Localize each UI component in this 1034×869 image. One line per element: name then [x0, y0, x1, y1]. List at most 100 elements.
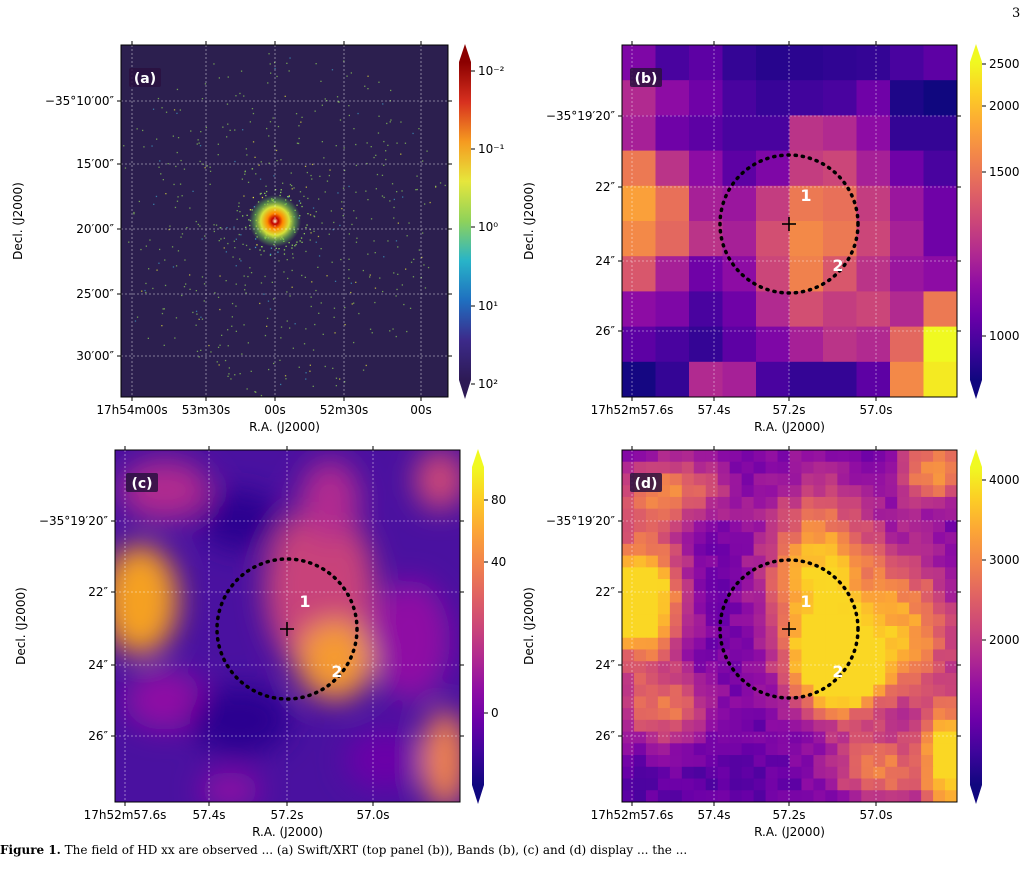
pixel — [945, 543, 957, 557]
pixel — [689, 115, 723, 152]
pixel — [923, 150, 957, 187]
speckle — [422, 232, 424, 234]
speckle — [213, 224, 215, 226]
speckle — [296, 241, 298, 243]
pixel — [890, 45, 924, 81]
pixel — [885, 672, 898, 686]
speckle — [305, 186, 307, 188]
pixel — [890, 185, 924, 222]
pixel — [681, 461, 695, 474]
pixel — [669, 579, 683, 592]
pixel — [622, 291, 656, 328]
speckle — [142, 129, 144, 132]
pixel — [897, 708, 910, 721]
pixel — [825, 450, 838, 463]
speckle — [412, 132, 414, 135]
speckle — [239, 92, 241, 95]
pixel — [777, 567, 790, 580]
pixel — [813, 532, 826, 545]
pixel — [813, 579, 826, 592]
speckle — [321, 222, 323, 224]
pixel — [909, 496, 922, 510]
pixel — [729, 543, 743, 557]
speckle — [176, 151, 178, 154]
speckle — [373, 156, 375, 159]
speckle — [383, 256, 385, 258]
speckle — [312, 385, 314, 387]
c-xlabel: R.A. (J2000) — [252, 825, 323, 839]
speckle — [341, 201, 343, 203]
pixel — [645, 461, 659, 474]
pixel — [856, 185, 891, 222]
pixel — [622, 532, 635, 545]
speckle — [114, 188, 115, 189]
pixel — [657, 461, 671, 474]
pixel — [909, 543, 922, 557]
pixel — [705, 520, 719, 533]
pixel — [861, 602, 874, 615]
pixel — [741, 602, 755, 615]
speckle — [140, 248, 142, 251]
speckle — [209, 170, 212, 172]
pixel — [856, 221, 891, 257]
pixel — [861, 766, 874, 780]
pixel — [765, 790, 779, 802]
page-number: 3 — [1012, 6, 1021, 21]
pixel — [909, 473, 922, 486]
pixel — [669, 672, 683, 686]
pixel — [657, 543, 671, 557]
speckle — [362, 369, 365, 371]
speckle — [136, 128, 138, 130]
speckle — [315, 63, 317, 65]
pixel — [729, 602, 743, 615]
pixel — [885, 579, 898, 592]
speckle — [409, 307, 412, 309]
speckle — [326, 275, 328, 277]
pixel — [705, 696, 719, 709]
pixel — [909, 626, 922, 639]
speckle — [269, 308, 272, 310]
pixel — [741, 614, 755, 627]
pixel — [861, 485, 874, 498]
speckle — [314, 323, 316, 326]
pixel — [777, 602, 790, 615]
pixel — [921, 543, 934, 557]
speckle — [234, 374, 236, 376]
speckle — [304, 276, 306, 278]
pixel — [873, 649, 886, 662]
pixel — [741, 696, 755, 709]
pixel — [622, 743, 635, 756]
pixel — [945, 649, 957, 662]
pixel — [633, 766, 647, 780]
speckle — [383, 196, 385, 199]
b-ytick-label-2: 24″ — [595, 254, 615, 268]
speckle — [244, 173, 246, 175]
pixel — [645, 602, 659, 615]
c-xtick-label-2: 57.2s — [271, 808, 304, 822]
pixel — [837, 743, 850, 756]
speckle — [265, 185, 267, 187]
pixel — [657, 766, 671, 780]
speckle — [254, 391, 256, 393]
speckle — [245, 292, 247, 294]
pixel — [801, 461, 814, 474]
pixel — [873, 743, 886, 756]
speckle — [290, 199, 292, 201]
pixel — [645, 778, 659, 791]
speckle — [196, 350, 199, 352]
speckle — [249, 248, 251, 250]
pixel — [933, 743, 946, 756]
pixel — [923, 221, 957, 257]
speckle — [313, 230, 315, 232]
a-xtick-label-3: 52m30s — [320, 403, 368, 417]
speckle — [235, 330, 237, 332]
b-colorbar-tick-label-2: 2000 — [989, 99, 1020, 113]
pixel — [897, 461, 910, 474]
a-ylabel: Decl. (J2000) — [11, 182, 25, 260]
speckle — [243, 324, 245, 326]
d-ytick-label-0: −35°19′20″ — [546, 514, 616, 528]
pixel — [777, 672, 790, 686]
pixel — [669, 555, 683, 568]
pixel — [837, 567, 850, 580]
pixel — [825, 485, 838, 498]
